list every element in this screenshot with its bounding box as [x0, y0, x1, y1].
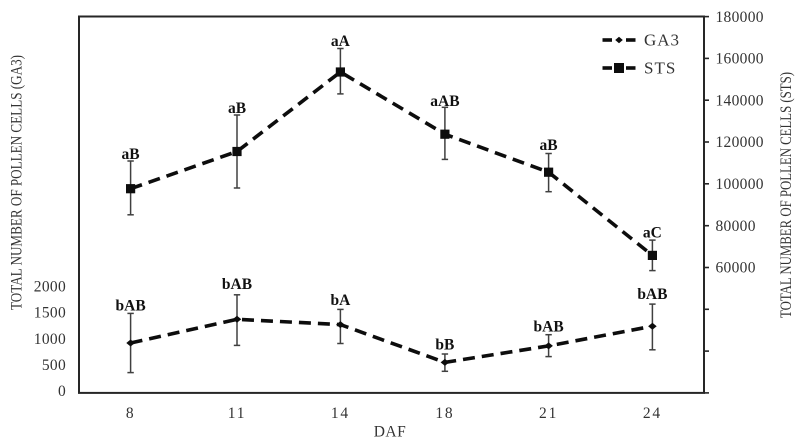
- svg-text:2000: 2000: [34, 279, 66, 296]
- svg-text:140000: 140000: [716, 92, 764, 109]
- svg-text:80000: 80000: [716, 218, 756, 235]
- svg-text:aB: aB: [228, 100, 246, 117]
- svg-text:1000: 1000: [34, 331, 66, 348]
- svg-text:bAB: bAB: [222, 276, 252, 293]
- svg-text:60000: 60000: [716, 260, 756, 277]
- svg-text:18: 18: [435, 405, 454, 422]
- svg-text:aAB: aAB: [430, 93, 459, 110]
- svg-text:bAB: bAB: [116, 298, 146, 315]
- svg-text:120000: 120000: [716, 134, 764, 151]
- svg-text:DAF: DAF: [374, 424, 407, 441]
- svg-text:bB: bB: [435, 337, 454, 354]
- svg-text:aB: aB: [122, 146, 140, 163]
- svg-text:bAB: bAB: [637, 286, 667, 303]
- svg-text:24: 24: [643, 405, 662, 422]
- svg-text:bA: bA: [330, 292, 351, 309]
- svg-text:0: 0: [58, 383, 66, 400]
- svg-text:1500: 1500: [34, 305, 66, 322]
- svg-text:8: 8: [126, 405, 136, 422]
- svg-text:GA3: GA3: [644, 31, 680, 50]
- svg-text:aC: aC: [643, 225, 662, 242]
- svg-text:TOTAL NUMBER OF POLLEN CELLS (: TOTAL NUMBER OF POLLEN CELLS (GA3): [9, 55, 26, 310]
- svg-text:100000: 100000: [716, 176, 764, 193]
- svg-text:aA: aA: [331, 33, 351, 50]
- svg-text:180000: 180000: [716, 9, 764, 26]
- svg-text:14: 14: [331, 405, 350, 422]
- svg-text:STS: STS: [644, 59, 676, 78]
- svg-text:bAB: bAB: [534, 319, 564, 336]
- svg-text:21: 21: [539, 405, 558, 422]
- svg-text:11: 11: [228, 405, 247, 422]
- svg-text:160000: 160000: [716, 51, 764, 68]
- svg-text:TOTAL NUMBER OF POLLEN CELLS (: TOTAL NUMBER OF POLLEN CELLS (STS): [778, 72, 795, 318]
- svg-text:aB: aB: [540, 137, 558, 154]
- svg-text:500: 500: [42, 357, 66, 374]
